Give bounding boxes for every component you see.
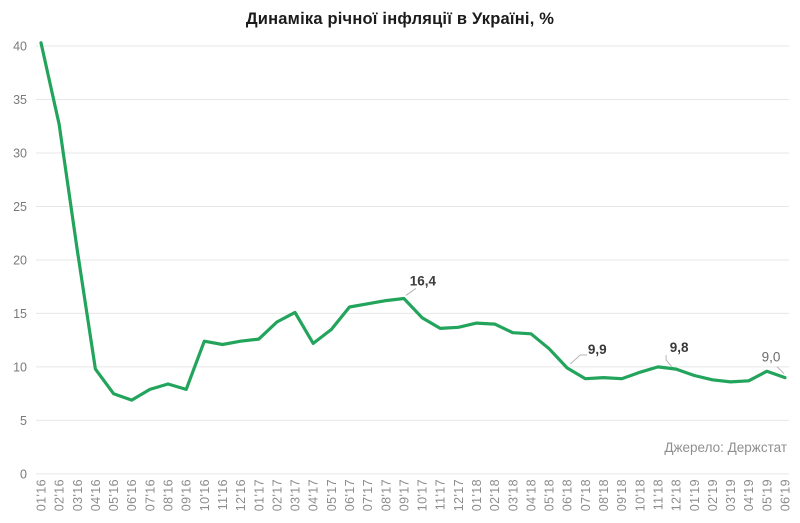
x-axis-tick-label: 01'17 — [252, 479, 266, 511]
x-axis-tick-label: 10'18 — [633, 479, 647, 511]
x-axis-tick-label: 12'17 — [452, 479, 466, 511]
x-axis-tick-label: 05'16 — [107, 479, 121, 511]
x-axis-tick-label: 05'17 — [325, 479, 339, 511]
x-axis-tick-label: 08'18 — [597, 479, 611, 511]
x-axis-tick-label: 06'17 — [343, 479, 357, 511]
x-axis-tick-label: 12'18 — [670, 479, 684, 511]
x-axis-tick-label: 09'16 — [180, 479, 194, 511]
x-axis-tick-label: 03'16 — [71, 479, 85, 511]
annotation-leader — [776, 366, 785, 374]
x-axis-tick-label: 01'16 — [35, 479, 49, 511]
y-axis-tick-label: 5 — [20, 414, 27, 428]
x-axis-tick-label: 08'16 — [162, 479, 176, 511]
x-axis-tick-label: 04'18 — [524, 479, 538, 511]
x-axis-tick-label: 06'19 — [778, 479, 792, 511]
y-axis-tick-label: 0 — [20, 467, 27, 481]
x-axis-tick-label: 03'18 — [506, 479, 520, 511]
annotation-leader — [569, 354, 588, 365]
annotation-label: 9,9 — [588, 342, 607, 357]
inflation-line — [39, 41, 787, 402]
x-axis-tick-label: 03'19 — [724, 479, 738, 511]
x-axis-tick-label: 11'17 — [434, 479, 448, 510]
x-axis-tick-label: 10'16 — [198, 479, 212, 511]
source-note: Джерело: Держстат — [664, 440, 787, 455]
x-axis-tick-label: 07'17 — [361, 479, 375, 511]
x-axis-tick-label: 06'16 — [125, 479, 139, 511]
x-axis-tick-label: 02'19 — [706, 479, 720, 511]
x-axis-tick-label: 03'17 — [289, 479, 303, 511]
x-axis-tick-label: 07'18 — [579, 479, 593, 511]
x-axis-tick-label: 04'16 — [89, 479, 103, 511]
x-axis-tick-label: 04'17 — [307, 479, 321, 511]
y-axis-tick-label: 30 — [13, 146, 27, 160]
y-axis-tick-label: 35 — [13, 93, 27, 107]
x-axis-tick-label: 05'19 — [760, 479, 774, 511]
x-axis-tick-label: 09'18 — [615, 479, 629, 511]
x-axis-tick-label: 11'18 — [651, 479, 665, 510]
x-axis-tick-label: 02'18 — [488, 479, 502, 511]
x-axis-tick-label: 11'16 — [216, 479, 230, 510]
x-axis-tick-label: 02'16 — [53, 479, 67, 511]
x-axis-tick-label: 08'17 — [379, 479, 393, 511]
annotation-label: 9,8 — [670, 340, 689, 355]
chart-title: Динаміка річної інфляції в Україні, % — [245, 10, 555, 28]
x-axis-tick-label: 05'18 — [543, 479, 557, 511]
y-axis-tick-label: 20 — [13, 253, 27, 267]
y-axis-tick-label: 10 — [13, 360, 27, 374]
x-axis-tick-label: 01'18 — [470, 479, 484, 511]
annotation-leader — [665, 355, 673, 368]
annotation-leader — [405, 288, 417, 296]
x-axis-tick-label: 02'17 — [270, 479, 284, 511]
x-axis-tick-label: 12'16 — [234, 479, 248, 511]
x-axis-tick-label: 10'17 — [416, 479, 430, 511]
y-axis-tick-label: 25 — [13, 200, 27, 214]
x-axis-tick-label: 09'17 — [397, 479, 411, 511]
x-axis-tick-label: 01'19 — [688, 479, 702, 511]
x-axis-tick-label: 06'18 — [561, 479, 575, 511]
x-axis-tick-label: 04'19 — [742, 479, 756, 511]
y-axis-tick-label: 40 — [13, 39, 27, 53]
x-axis-tick-label: 07'16 — [143, 479, 157, 511]
annotation-label: 16,4 — [410, 273, 437, 288]
annotation-label: 9,0 — [762, 350, 781, 365]
y-axis-tick-label: 15 — [13, 307, 27, 321]
